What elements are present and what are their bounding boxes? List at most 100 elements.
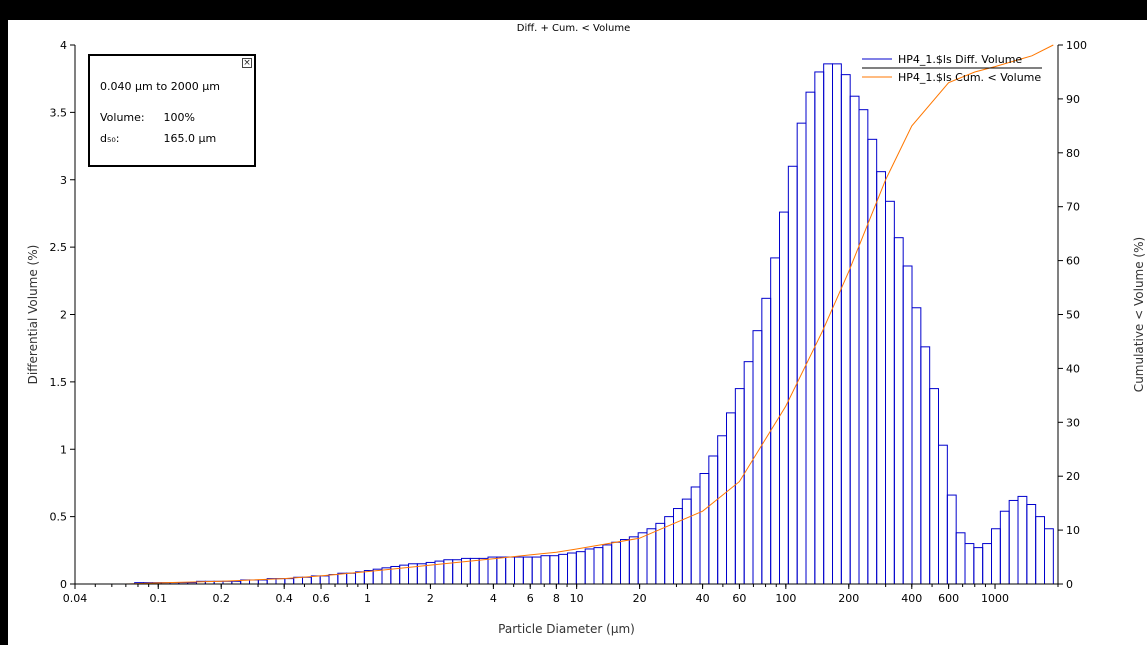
diff-volume-bar xyxy=(284,578,295,585)
diff-volume-bar xyxy=(690,486,701,585)
diff-volume-bar xyxy=(575,551,586,585)
volume-label: Volume: xyxy=(100,111,145,124)
diff-volume-bar xyxy=(275,578,286,585)
diff-volume-bar xyxy=(823,63,834,585)
x-tick-label: 10 xyxy=(570,592,584,605)
diff-volume-bar xyxy=(328,574,339,585)
diff-volume-bar xyxy=(310,575,321,585)
y-tick-label: 3.5 xyxy=(50,106,68,119)
diff-volume-bar xyxy=(893,237,904,585)
y2-tick-label: 90 xyxy=(1066,93,1080,106)
cum-volume-line xyxy=(125,44,1054,585)
y2-tick-label: 100 xyxy=(1066,39,1087,52)
diff-volume-bar xyxy=(637,532,648,585)
x-tick-label: 0.6 xyxy=(312,592,330,605)
diff-volume-bar xyxy=(902,265,913,585)
y-tick-label: 0.5 xyxy=(50,511,68,524)
diff-volume-bar xyxy=(249,579,259,585)
diff-volume-bar xyxy=(469,557,480,585)
y2-tick-label: 30 xyxy=(1066,416,1080,429)
y-tick-label: 3 xyxy=(60,174,67,187)
diff-volume-bar xyxy=(452,559,463,585)
diff-volume-bar xyxy=(673,508,683,585)
diff-volume-bar xyxy=(505,556,516,585)
legend-cum-label: HP4_1.$ls Cum. < Volume xyxy=(898,71,1041,84)
y2-tick-label: 10 xyxy=(1066,524,1080,537)
diff-volume-bar xyxy=(1008,499,1019,585)
y-tick-label: 4 xyxy=(60,39,67,52)
y-tick-label: 1 xyxy=(60,443,67,456)
y-tick-label: 1.5 xyxy=(50,376,68,389)
x-tick-label: 0.4 xyxy=(275,592,293,605)
diff-volume-bar xyxy=(602,544,613,585)
diff-volume-bar xyxy=(655,522,666,585)
y2-tick-label: 70 xyxy=(1066,201,1080,214)
diff-volume-bar xyxy=(805,91,816,585)
diff-volume-bar xyxy=(363,570,374,585)
diff-volume-bar xyxy=(514,556,524,585)
diff-volume-bar xyxy=(487,556,498,585)
diff-volume-bar xyxy=(832,63,842,585)
diff-volume-bar xyxy=(779,211,789,585)
diff-volume-bar xyxy=(920,346,931,585)
y2-tick-label: 50 xyxy=(1066,309,1080,322)
diff-volume-bar xyxy=(558,553,569,585)
diff-volume-bar xyxy=(416,563,427,585)
diff-volume-bar xyxy=(628,536,639,585)
y-tick-label: 0 xyxy=(60,578,67,591)
size-range: 0.040 µm to 2000 µm xyxy=(100,80,220,93)
diff-volume-bar xyxy=(964,543,975,585)
diff-volume-bar xyxy=(496,556,507,585)
y2-tick-label: 0 xyxy=(1066,578,1073,591)
y-axis-label: Differential Volume (%) xyxy=(26,245,40,385)
y2-ticks: 0 10 20 30 40 50 60 70 80 90 100 xyxy=(1058,39,1087,591)
diff-volume-bar xyxy=(761,297,772,585)
stats-infobox[interactable]: × 0.040 µm to 2000 µm Volume: 100% d₅₀: … xyxy=(88,54,256,167)
y-ticks: 0 0.5 1 1.5 2 2.5 3 3.5 4 xyxy=(50,39,75,591)
y-tick-label: 2 xyxy=(60,309,67,322)
x-ticks: 0.04 0.1 0.2 0.4 0.6 1 2 4 6 8 10 20 40 60 100 200 400 60… xyxy=(63,584,1059,605)
d50-row: d₅₀: 165.0 µm xyxy=(100,132,216,145)
volume-row: Volume: 100% xyxy=(100,111,195,124)
volume-value: 100% xyxy=(163,111,195,124)
diff-volume-bar xyxy=(355,571,365,585)
diff-volume-bar xyxy=(540,555,551,585)
y2-tick-label: 60 xyxy=(1066,255,1080,268)
cum-volume-polyline xyxy=(125,44,1054,585)
x-tick-label: 2 xyxy=(427,592,434,605)
diff-volume-bar xyxy=(840,74,851,585)
diff-volume-bar xyxy=(991,528,1001,585)
x-tick-label: 4 xyxy=(490,592,497,605)
diff-volume-bar xyxy=(372,568,383,585)
diff-volume-bar xyxy=(593,547,604,585)
diff-volume-bar xyxy=(717,435,728,585)
x-tick-label: 100 xyxy=(775,592,796,605)
diff-volume-bar xyxy=(478,557,489,585)
diff-volume-bar xyxy=(1044,528,1054,585)
diff-volume-bar xyxy=(770,257,781,585)
diff-volume-bar xyxy=(302,576,312,585)
diff-volume-bar xyxy=(699,473,710,585)
diff-volume-bar xyxy=(1017,495,1028,585)
diff-volume-bars xyxy=(134,63,1054,585)
close-icon[interactable]: × xyxy=(242,58,252,68)
diff-volume-bar xyxy=(743,361,754,585)
diff-volume-bar xyxy=(319,575,330,585)
x-tick-label: 8 xyxy=(553,592,560,605)
diff-volume-bar xyxy=(814,71,825,585)
diff-volume-bar xyxy=(946,494,957,585)
diff-volume-bar xyxy=(567,552,577,585)
x-axis-label: Particle Diameter (µm) xyxy=(498,622,635,636)
diff-volume-bar xyxy=(734,388,745,585)
diff-volume-bar xyxy=(938,444,948,585)
diff-volume-bar xyxy=(1035,516,1046,585)
x-tick-label: 400 xyxy=(901,592,922,605)
diff-volume-bar xyxy=(885,200,895,585)
diff-volume-bar xyxy=(611,541,622,585)
x-tick-label: 6 xyxy=(527,592,534,605)
x-tick-label: 1 xyxy=(364,592,371,605)
x-tick-label: 600 xyxy=(938,592,959,605)
x-tick-label: 40 xyxy=(696,592,710,605)
x-tick-label: 0.2 xyxy=(212,592,230,605)
diff-volume-bar xyxy=(911,307,922,585)
